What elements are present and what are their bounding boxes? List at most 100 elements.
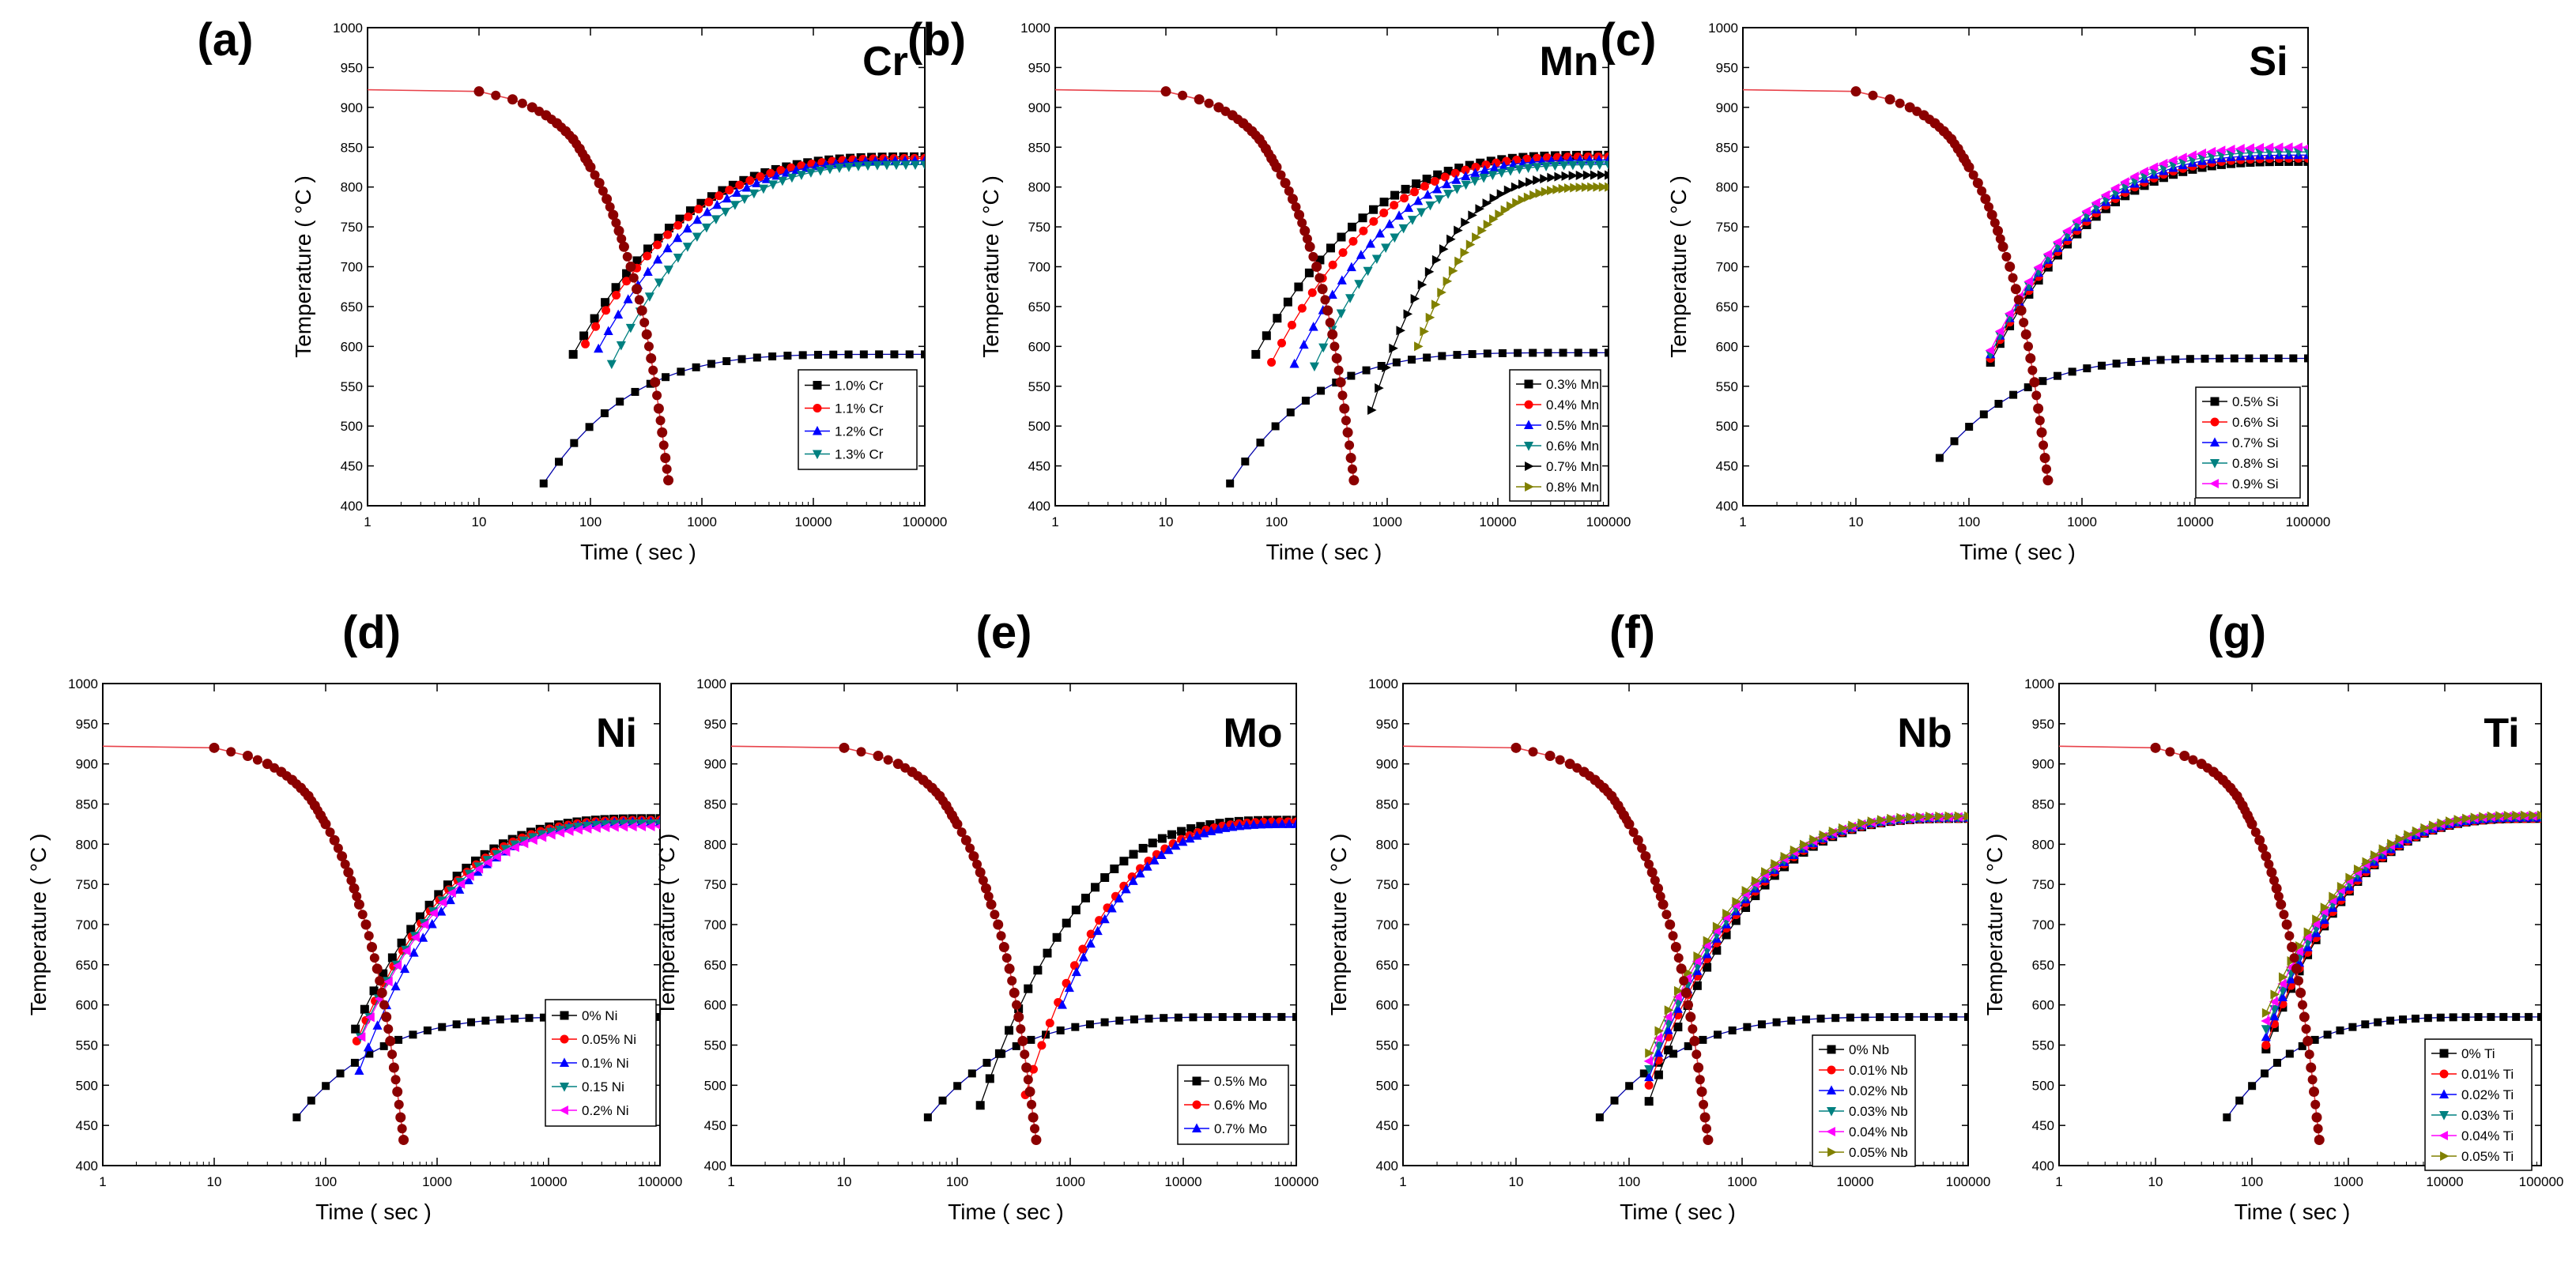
- bainite-point: [409, 1030, 417, 1039]
- data-point: [694, 205, 703, 214]
- bainite-point: [1699, 1035, 1707, 1044]
- data-point: [1848, 820, 1858, 831]
- legend-marker: [1826, 1085, 1837, 1094]
- data-point: [1503, 185, 1514, 195]
- legend-label: 0.2% Ni: [582, 1103, 629, 1118]
- cooling-point: [2304, 1049, 2314, 1060]
- data-point: [1005, 1026, 1014, 1035]
- data-point: [397, 938, 406, 947]
- data-point: [1432, 183, 1443, 194]
- data-point: [1337, 275, 1347, 284]
- cooling-point: [1258, 139, 1268, 149]
- y-tick-label: 650: [704, 958, 726, 973]
- bainite-point: [1277, 1012, 1286, 1021]
- cooling-point: [968, 851, 979, 862]
- data-point: [354, 1065, 364, 1075]
- legend-label: 1.1% Cr: [835, 401, 884, 416]
- data-point: [419, 920, 429, 930]
- data-point: [2261, 1008, 2272, 1018]
- bainite-point: [1625, 1082, 1634, 1091]
- y-tick-label: 950: [704, 717, 726, 732]
- data-point: [1475, 204, 1484, 214]
- data-point: [590, 314, 599, 323]
- data-point: [1505, 167, 1516, 176]
- cooling-point: [349, 883, 360, 894]
- bainite-point: [2374, 1018, 2382, 1027]
- y-tick-label: 900: [1028, 100, 1050, 115]
- data-point: [473, 864, 484, 874]
- data-point: [603, 326, 613, 335]
- bainite-point: [1714, 1030, 1722, 1039]
- data-point: [2261, 1025, 2271, 1034]
- data-point: [390, 981, 401, 991]
- x-axis-label: Time ( sec ): [2235, 1200, 2351, 1224]
- data-point: [591, 322, 601, 331]
- data-point: [1220, 823, 1231, 832]
- data-point: [1424, 266, 1435, 277]
- bainite-point: [1271, 422, 1280, 431]
- bainite-point: [2201, 354, 2209, 363]
- bainite-point: [2054, 371, 2062, 380]
- data-point: [2503, 810, 2514, 821]
- x-tick-label: 1000: [1727, 1174, 1757, 1189]
- cooling-point: [2202, 763, 2212, 773]
- bainite-point: [2068, 367, 2076, 376]
- data-point: [1590, 170, 1600, 180]
- y-axis-label: Temperature ( °C ): [291, 175, 315, 358]
- data-point: [1559, 161, 1569, 171]
- cooling-point: [546, 114, 556, 124]
- data-point: [1263, 819, 1273, 829]
- bainite-point: [1468, 350, 1477, 359]
- bainite-point: [2436, 1013, 2445, 1022]
- cooling-point: [1264, 149, 1274, 159]
- cooling-point: [1335, 377, 1346, 388]
- cooling-point: [379, 1000, 389, 1010]
- legend: 0.5% Si 0.6% Si 0.7% Si 0.8% Si 0.9% Si: [2195, 386, 2301, 499]
- x-tick-label: 1000: [1372, 514, 1402, 529]
- data-point: [1771, 859, 1780, 869]
- bainite-point: [2274, 354, 2283, 363]
- cooling-point: [385, 1035, 396, 1046]
- data-point: [1570, 183, 1579, 193]
- legend-label: 0.02% Ti: [2461, 1087, 2514, 1102]
- legend-marker: [2438, 1130, 2448, 1141]
- data-point: [613, 309, 624, 319]
- data-point: [483, 857, 492, 868]
- cooling-point: [1609, 796, 1620, 806]
- data-point: [356, 1032, 366, 1042]
- data-point: [707, 192, 716, 202]
- x-axis-label: Time ( sec ): [1959, 540, 2076, 564]
- cooling-point: [2235, 796, 2245, 806]
- cooling-point: [2039, 440, 2049, 450]
- data-point: [673, 254, 683, 263]
- data-point: [410, 932, 421, 943]
- bainite-point: [1262, 1012, 1271, 1021]
- bainite-point: [2487, 1012, 2495, 1021]
- series-line: [584, 157, 925, 345]
- data-point: [387, 953, 397, 963]
- data-point: [1581, 182, 1591, 192]
- data-point: [654, 233, 663, 243]
- data-point: [1398, 224, 1409, 234]
- y-tick-label: 450: [704, 1118, 726, 1133]
- legend-marker: [1827, 1045, 1836, 1054]
- data-point: [1985, 345, 1995, 356]
- data-point: [720, 207, 730, 217]
- data-point: [1192, 831, 1202, 840]
- cooling-curve-line: [103, 745, 405, 1140]
- data-point: [2284, 142, 2293, 153]
- y-tick-label: 600: [1028, 339, 1050, 354]
- data-point: [643, 251, 652, 261]
- cooling-point: [534, 106, 545, 116]
- data-point: [1379, 208, 1389, 217]
- data-point: [600, 823, 610, 833]
- data-point: [2295, 941, 2305, 951]
- data-point: [1347, 222, 1356, 232]
- cooling-point: [1661, 910, 1672, 920]
- cooling-point: [1024, 1086, 1035, 1097]
- data-point: [2197, 148, 2207, 158]
- panel-title: Nb: [1897, 710, 1952, 756]
- cooling-point: [1934, 122, 1944, 133]
- data-point: [1251, 349, 1261, 359]
- cooling-point: [655, 416, 666, 426]
